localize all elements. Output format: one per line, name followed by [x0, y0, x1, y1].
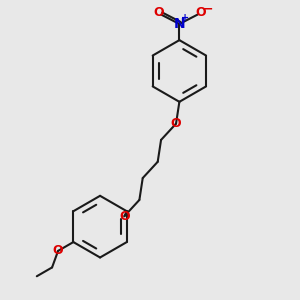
Text: O: O: [195, 6, 206, 19]
Text: O: O: [53, 244, 63, 257]
Text: O: O: [171, 117, 181, 130]
Text: O: O: [119, 210, 130, 223]
Text: −: −: [202, 2, 213, 15]
Text: O: O: [153, 6, 164, 19]
Text: N: N: [174, 17, 185, 31]
Text: +: +: [181, 13, 189, 22]
